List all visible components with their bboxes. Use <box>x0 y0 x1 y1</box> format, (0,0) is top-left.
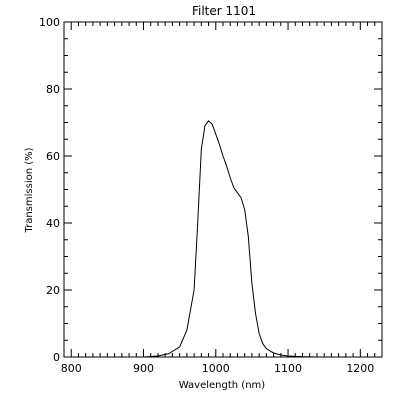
chart-title: Filter 1101 <box>192 4 256 18</box>
y-tick-label: 80 <box>46 83 60 96</box>
plot-frame <box>63 21 383 358</box>
y-tick-label: 40 <box>46 217 60 230</box>
y-tick-label: 100 <box>39 16 60 29</box>
x-tick-label: 1000 <box>202 362 230 375</box>
x-axis-title: Wavelength (nm) <box>179 380 265 391</box>
y-tick-label: 0 <box>53 351 60 364</box>
series-line <box>114 120 317 358</box>
x-tick-label: 1200 <box>346 362 374 375</box>
y-axis-title: Transmission (%) <box>24 147 35 233</box>
x-axis: 800 900 1000 1100 1200 <box>61 22 383 375</box>
y-tick-label: 20 <box>46 284 60 297</box>
x-tick-label: 900 <box>133 362 154 375</box>
x-tick-label: 800 <box>61 362 82 375</box>
plot-border <box>63 21 383 358</box>
y-tick-label: 60 <box>46 150 60 163</box>
y-axis: 0 20 40 60 80 100 <box>39 16 382 364</box>
x-tick-label: 1100 <box>274 362 302 375</box>
